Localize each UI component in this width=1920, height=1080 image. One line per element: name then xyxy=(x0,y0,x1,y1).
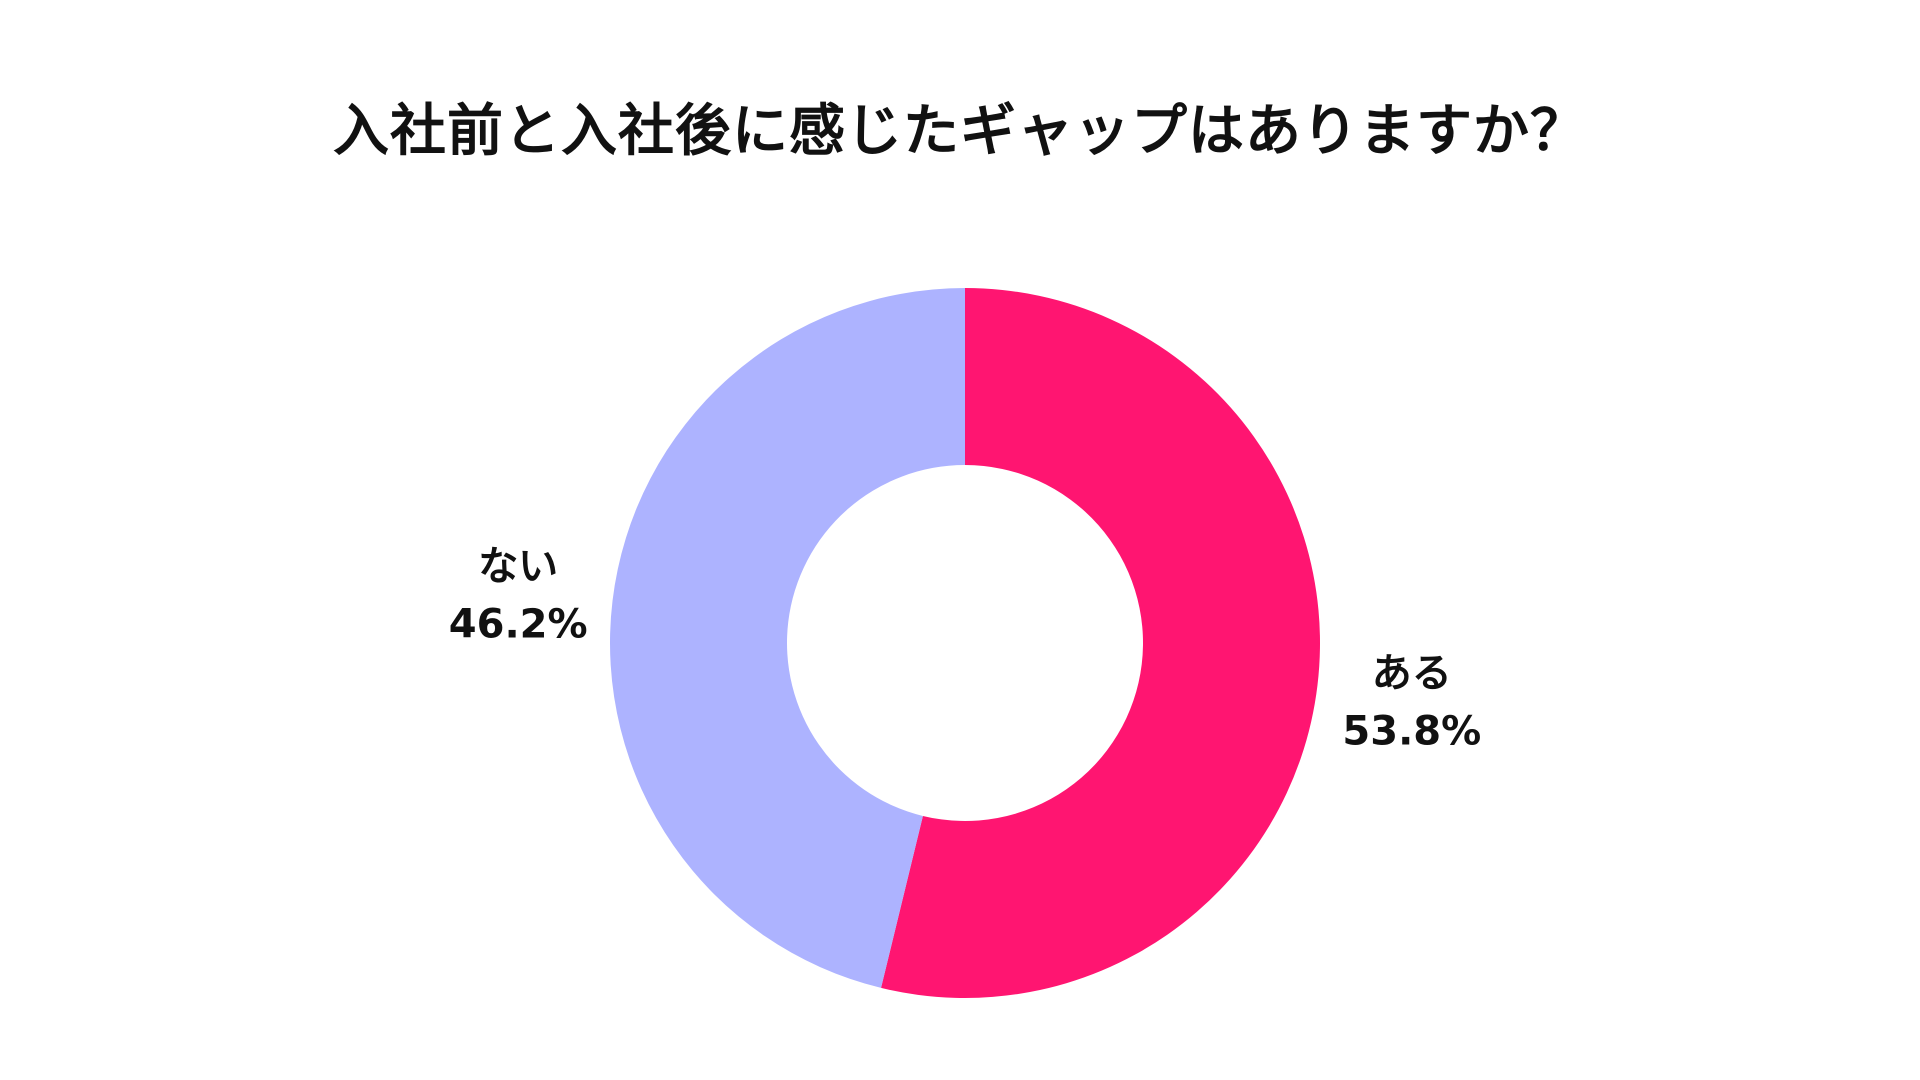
slice-0 xyxy=(881,287,1321,998)
slice-label-0: ある xyxy=(1372,651,1452,697)
slice-labels: ある 53.8% ない 46.2% xyxy=(449,543,1481,754)
slice-value-label-0: 53.8% xyxy=(1342,709,1481,755)
slice-value-label-1: 46.2% xyxy=(449,601,588,647)
donut-slices xyxy=(610,287,1321,998)
chart-title: 入社前と入社後に感じたギャップはありますか？ xyxy=(333,99,1587,164)
slice-1 xyxy=(610,288,965,988)
slice-label-1: ない xyxy=(478,543,558,589)
